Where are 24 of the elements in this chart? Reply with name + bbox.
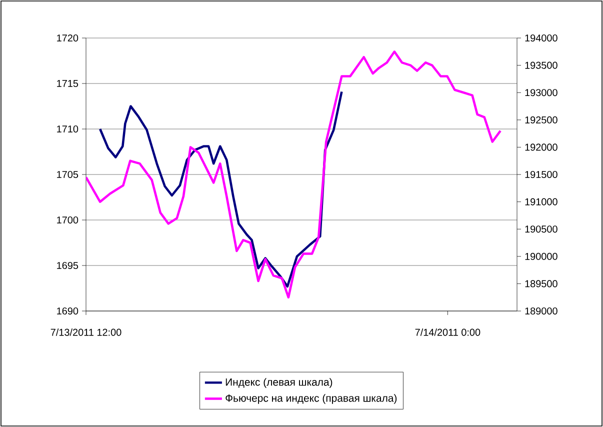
y-tick-label: 1715 [57,80,78,87]
y2-tick-label: 191500 [525,170,558,178]
y2-tick-label: 193000 [525,89,558,96]
y-tick-label: 1700 [57,216,78,224]
y2-tick-label: 191000 [525,198,558,206]
line-series [86,50,502,298]
y2-tick-label: 189000 [525,307,558,315]
y2-tick-label: 189500 [525,280,558,288]
line-series [98,90,343,288]
x-tick-label: 7/14/2011 0:00 [415,328,480,336]
y-tick-label: 1690 [57,307,78,315]
y2-tick-label: 192000 [525,144,558,151]
y-tick-label: 1720 [57,34,78,42]
x-tick-label: 7/13/2011 12:00 [50,328,122,336]
legend-label: Индекс (левая шкала) [226,378,332,388]
y2-tick-label: 193500 [525,62,558,69]
legend-label: Фьючерс на индекс (правая шкала) [226,394,397,404]
y-tick-label: 1710 [57,125,78,133]
y2-tick-label: 194000 [525,34,558,42]
y2-tick-label: 192500 [525,116,558,124]
y2-tick-label: 190500 [525,226,558,233]
y-tick-label: 1705 [57,170,78,178]
y2-tick-label: 190000 [525,252,558,260]
y-tick-label: 1695 [57,262,78,270]
